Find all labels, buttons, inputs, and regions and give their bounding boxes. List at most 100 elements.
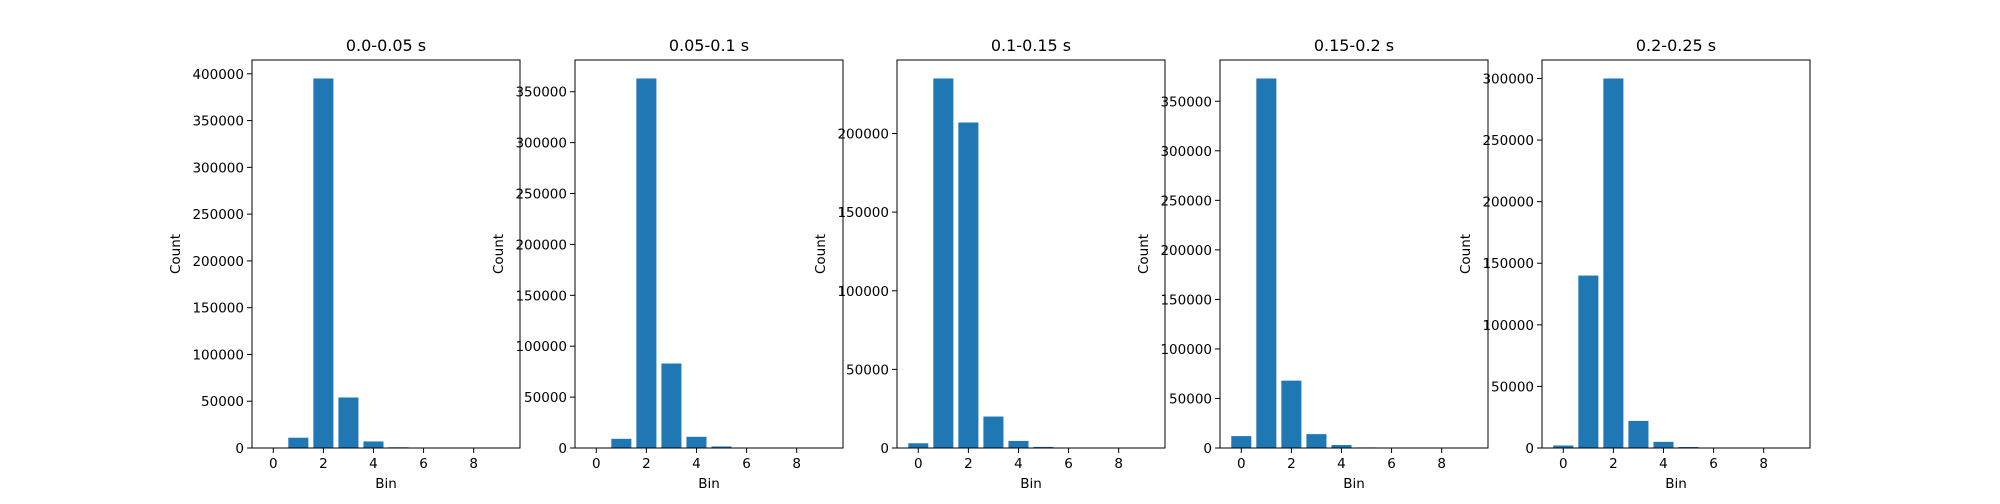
bar	[1603, 78, 1623, 448]
y-tick-label: 200000	[192, 254, 244, 270]
y-tick-label: 250000	[1482, 133, 1534, 149]
y-tick-label: 100000	[192, 347, 244, 363]
y-tick-label: 250000	[1160, 193, 1212, 209]
y-tick-label: 300000	[1160, 144, 1212, 160]
y-axis-label: Count	[491, 234, 507, 274]
y-tick-label: 100000	[1160, 342, 1212, 358]
bar	[933, 78, 953, 448]
x-tick-label: 6	[1064, 456, 1073, 472]
y-tick-label: 300000	[192, 160, 244, 176]
bar	[983, 417, 1003, 448]
bar	[1281, 381, 1301, 448]
y-tick-label: 100000	[515, 339, 567, 355]
y-tick-label: 350000	[1160, 94, 1212, 110]
chart-title: 0.15-0.2 s	[1314, 36, 1394, 55]
x-tick-label: 2	[964, 456, 973, 472]
bar	[338, 397, 358, 448]
y-tick-label: 0	[235, 441, 244, 457]
x-axis-label: Bin	[375, 476, 397, 492]
y-tick-label: 200000	[515, 237, 567, 253]
x-tick-label: 4	[1337, 456, 1346, 472]
bar	[313, 78, 333, 448]
x-tick-label: 8	[1437, 456, 1446, 472]
y-axis-label: Count	[168, 234, 184, 274]
x-tick-label: 6	[1709, 456, 1718, 472]
x-tick-label: 2	[642, 456, 651, 472]
x-tick-label: 8	[1759, 456, 1768, 472]
y-tick-label: 200000	[1482, 195, 1534, 211]
y-tick-label: 300000	[515, 136, 567, 152]
bar	[611, 439, 631, 448]
y-tick-label: 350000	[192, 114, 244, 130]
bar	[1578, 276, 1598, 448]
x-tick-label: 6	[742, 456, 751, 472]
x-tick-label: 6	[419, 456, 428, 472]
y-tick-label: 100000	[837, 284, 889, 300]
x-tick-label: 0	[1237, 456, 1246, 472]
y-tick-label: 0	[558, 441, 567, 457]
bar	[1628, 421, 1648, 448]
x-tick-label: 0	[1559, 456, 1568, 472]
x-tick-label: 6	[1387, 456, 1396, 472]
y-tick-label: 400000	[192, 67, 244, 83]
x-tick-label: 4	[692, 456, 701, 472]
x-tick-label: 4	[369, 456, 378, 472]
chart-title: 0.0-0.05 s	[346, 36, 426, 55]
y-tick-label: 50000	[1491, 379, 1534, 395]
y-tick-label: 100000	[1482, 318, 1534, 334]
axes-frame	[575, 60, 843, 448]
y-tick-label: 150000	[192, 301, 244, 317]
y-tick-label: 350000	[515, 85, 567, 101]
y-tick-label: 200000	[837, 127, 889, 143]
x-tick-label: 8	[792, 456, 801, 472]
y-axis-label: Count	[813, 234, 829, 274]
y-tick-label: 0	[1203, 441, 1212, 457]
y-tick-label: 0	[1525, 441, 1534, 457]
x-axis-label: Bin	[698, 476, 720, 492]
bar	[288, 438, 308, 448]
x-tick-label: 4	[1659, 456, 1668, 472]
bar	[1256, 78, 1276, 448]
y-tick-label: 50000	[846, 362, 889, 378]
y-axis-label: Count	[1136, 234, 1152, 274]
x-tick-label: 0	[269, 456, 278, 472]
y-tick-label: 0	[880, 441, 889, 457]
y-tick-label: 150000	[837, 205, 889, 221]
y-tick-label: 150000	[1160, 292, 1212, 308]
bar	[908, 443, 928, 448]
bar	[686, 437, 706, 448]
x-tick-label: 8	[469, 456, 478, 472]
x-tick-label: 2	[1287, 456, 1296, 472]
x-tick-label: 2	[319, 456, 328, 472]
y-tick-label: 150000	[1482, 256, 1534, 272]
y-tick-label: 200000	[1160, 243, 1212, 259]
bar	[1653, 442, 1673, 448]
bar	[636, 78, 656, 448]
x-axis-label: Bin	[1020, 476, 1042, 492]
chart-title: 0.05-0.1 s	[669, 36, 749, 55]
y-axis-label: Count	[1458, 234, 1474, 274]
bar	[1008, 441, 1028, 448]
y-tick-label: 250000	[515, 187, 567, 203]
x-tick-label: 2	[1609, 456, 1618, 472]
y-tick-label: 50000	[201, 394, 244, 410]
y-tick-label: 150000	[515, 288, 567, 304]
x-axis-label: Bin	[1343, 476, 1365, 492]
axes-frame	[252, 60, 520, 448]
y-tick-label: 50000	[524, 390, 567, 406]
bar	[958, 123, 978, 449]
subplot-5: 0 2 4 6 8 0 50000 100000 150000 200000 250000 30000…	[1458, 36, 1810, 492]
bar	[363, 441, 383, 448]
x-tick-label: 4	[1014, 456, 1023, 472]
x-tick-label: 8	[1114, 456, 1123, 472]
bar	[1231, 436, 1251, 448]
chart-title: 0.1-0.15 s	[991, 36, 1071, 55]
y-tick-label: 300000	[1482, 71, 1534, 87]
y-tick-label: 50000	[1169, 391, 1212, 407]
subplot-4: 0 2 4 6 8 0 50000 100000 150000 200000 250000 30000…	[1136, 36, 1488, 492]
